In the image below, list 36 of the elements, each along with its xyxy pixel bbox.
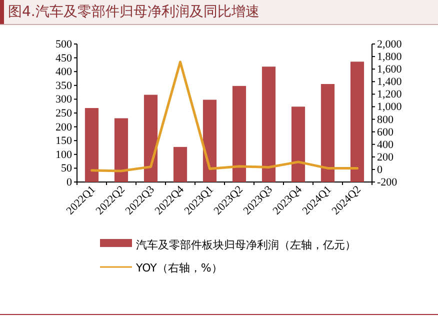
y2-tick-label: 2,000	[377, 38, 402, 50]
bar	[262, 66, 276, 182]
y2-tick-label: -200	[377, 176, 398, 188]
y2-tick-label: 400	[377, 138, 394, 151]
y-tick-label: 350	[56, 80, 72, 92]
y2-tick-label: 1,200	[377, 88, 402, 101]
bar	[144, 94, 158, 182]
legend-label: 汽车及零部件板块归母净利润（左轴，亿元）	[136, 238, 356, 252]
y-tick-label: 150	[56, 135, 72, 148]
bar	[320, 84, 335, 182]
y-tick-label: 50	[61, 162, 72, 175]
bar	[84, 108, 99, 182]
bar	[202, 100, 217, 182]
y-tick-label: 200	[56, 121, 72, 134]
bar	[114, 118, 128, 182]
y-tick-label: 500	[56, 38, 72, 50]
bar	[291, 106, 306, 182]
legend-label: YOY（右轴，%）	[135, 262, 222, 274]
bar	[173, 146, 188, 182]
y2-tick-label: 200	[377, 151, 394, 164]
y2-tick-label: 1,600	[377, 64, 402, 76]
y2-tick-label: 1,800	[377, 51, 402, 64]
y2-tick-label: 600	[377, 126, 394, 138]
y-tick-label: 400	[56, 66, 72, 78]
bar	[350, 62, 364, 182]
y-tick-label: 0	[66, 176, 72, 188]
y-tick-label: 300	[56, 94, 72, 106]
y2-tick-label: 1,400	[377, 76, 402, 88]
y2-tick-label: 0	[377, 164, 383, 176]
y-tick-label: 100	[56, 148, 72, 161]
bar	[232, 86, 246, 182]
y-tick-label: 250	[56, 108, 72, 120]
y2-tick-label: 1,000	[377, 101, 402, 114]
y-tick-label: 450	[56, 52, 72, 64]
chart-title: 图4.汽车及零部件归母净利润及同比增速	[8, 3, 260, 22]
y2-tick-label: 800	[377, 114, 394, 126]
